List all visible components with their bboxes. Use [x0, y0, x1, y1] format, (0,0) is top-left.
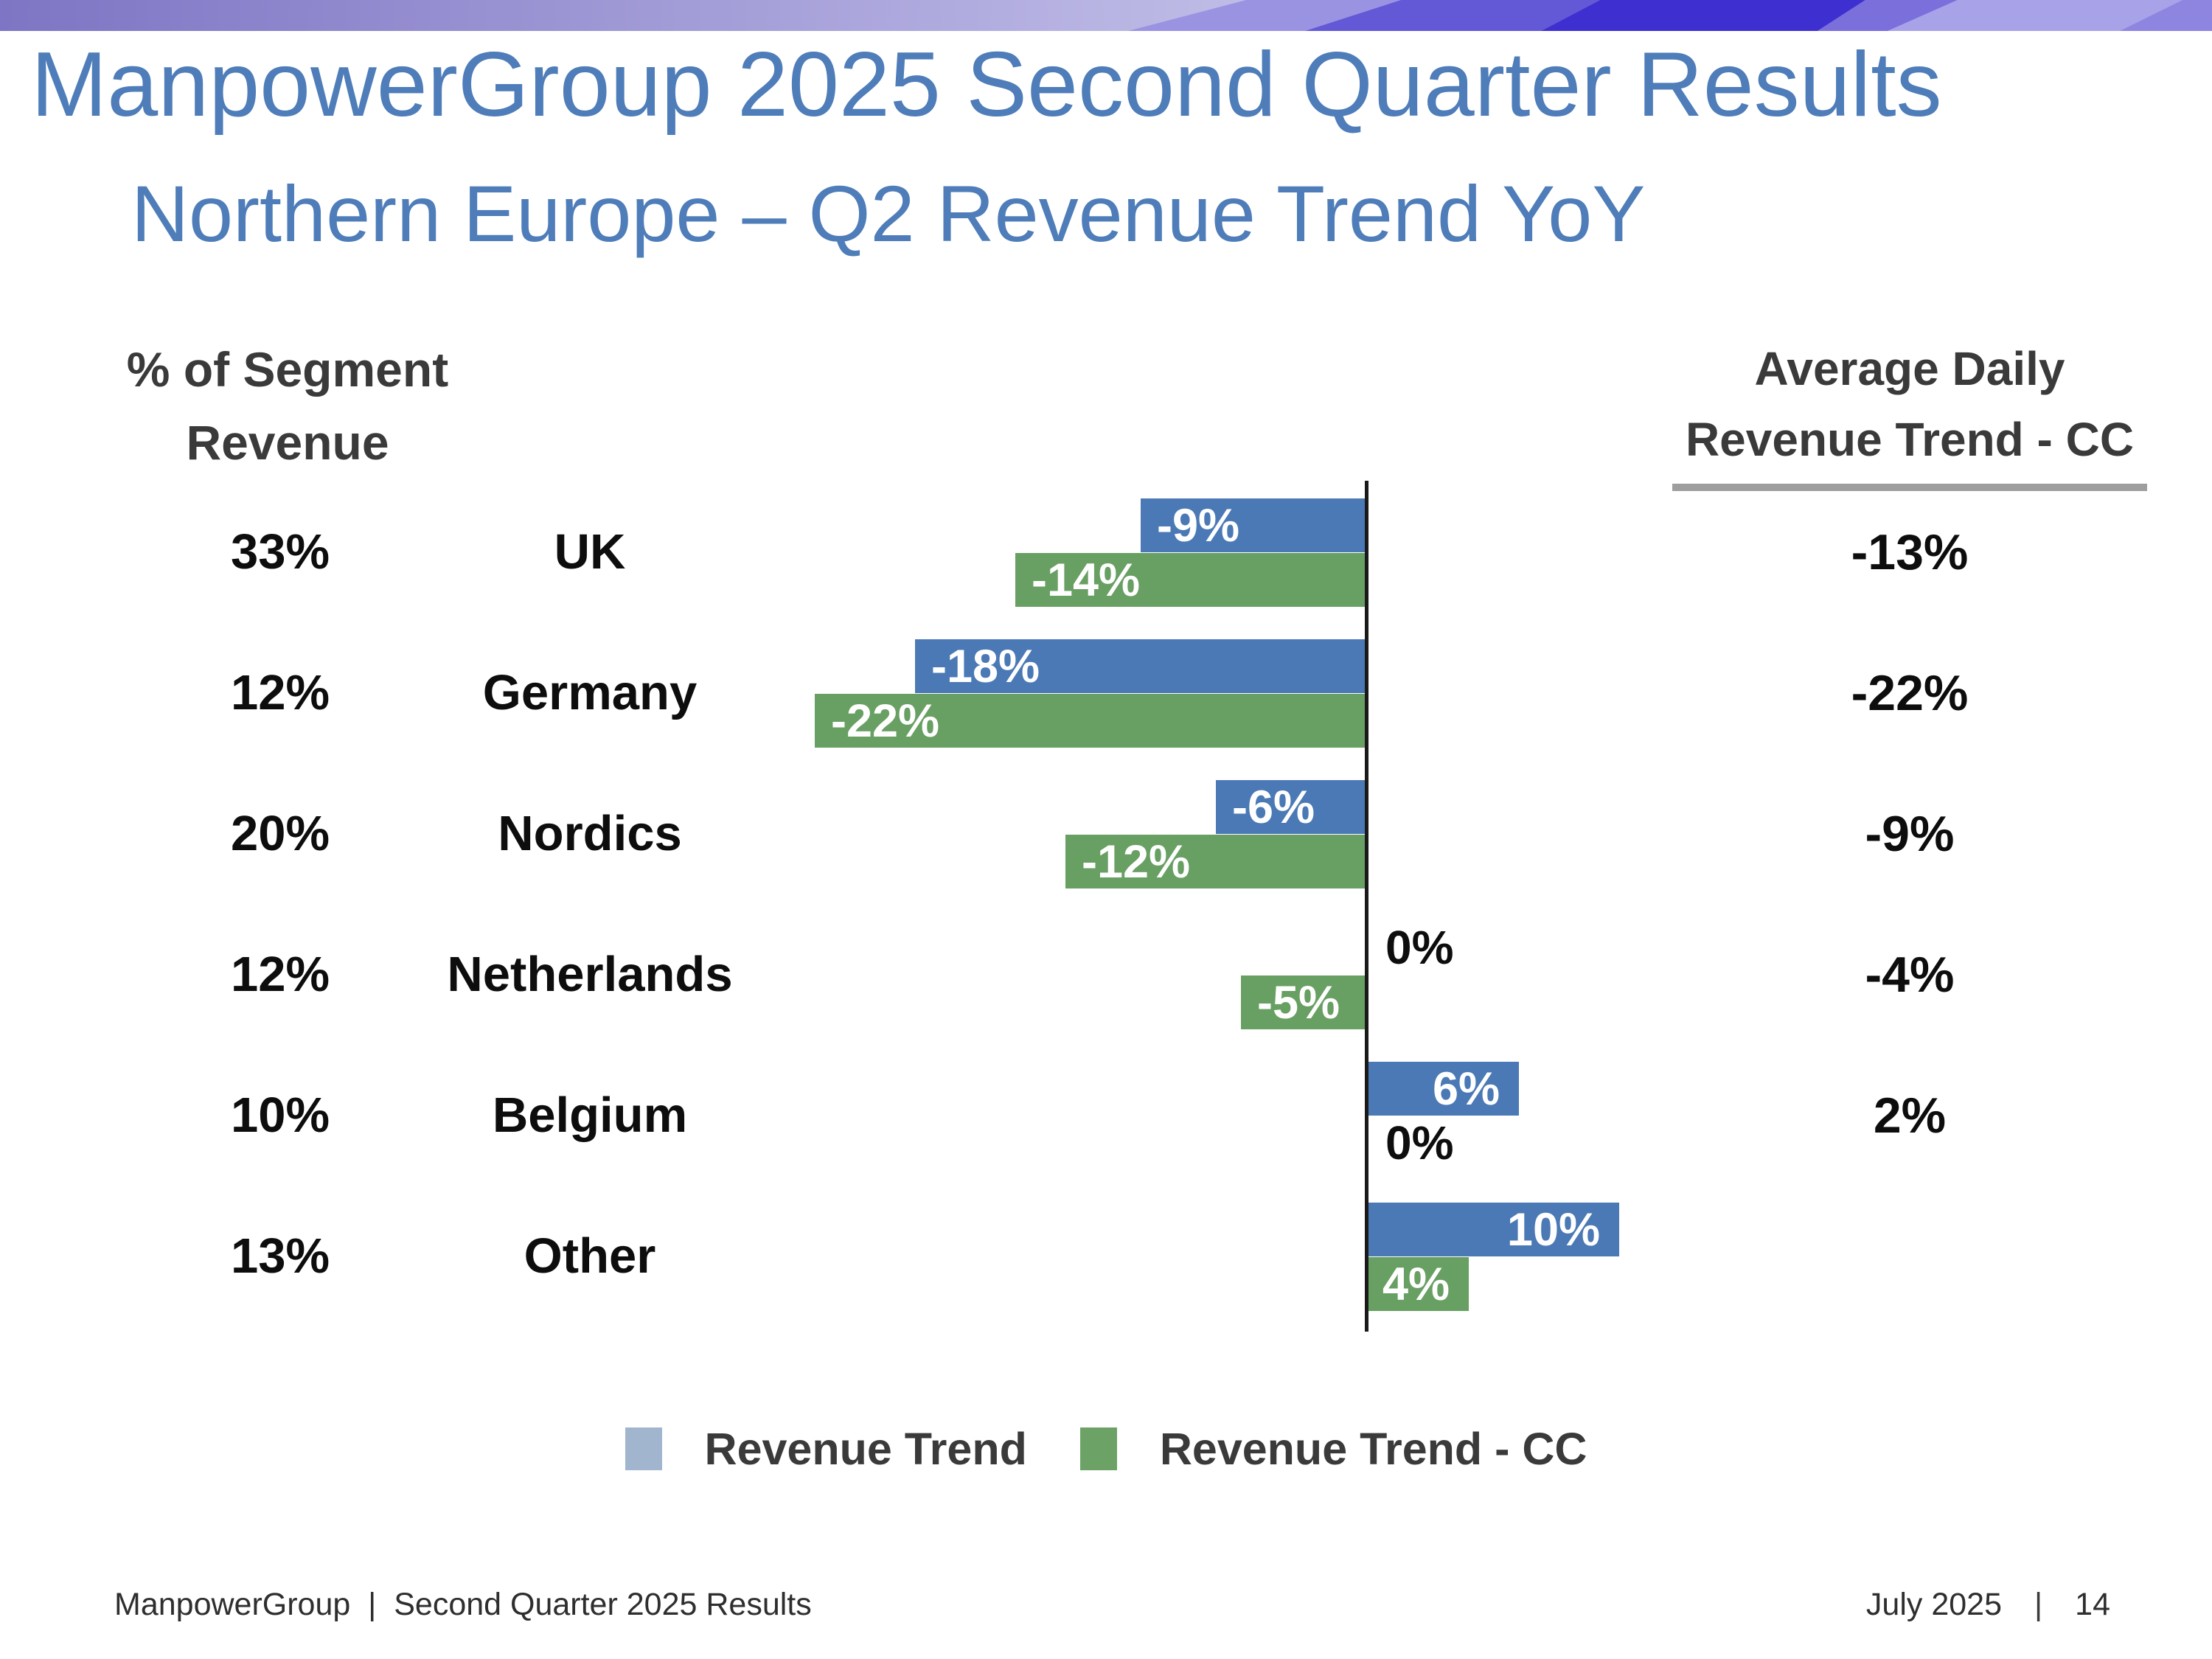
- legend-label: Revenue Trend: [704, 1424, 1027, 1474]
- segment-revenue-label: 13%: [230, 1228, 330, 1284]
- bar-value-label: -12%: [1082, 835, 1191, 888]
- footer-separator: |: [2034, 1587, 2043, 1622]
- bar-revenue-trend-cc: -14%: [1015, 553, 1366, 607]
- avg-daily-revenue-header-line1: Average Daily: [1754, 342, 2065, 395]
- bar-value-label: -5%: [1257, 976, 1340, 1029]
- segment-revenue-header-line1: % of Segment: [126, 342, 449, 397]
- footer-left-text: ManpowerGroup | Second Quarter 2025 Resu…: [114, 1587, 812, 1622]
- legend-swatch: [1079, 1427, 1117, 1470]
- legend-label: Revenue Trend - CC: [1159, 1424, 1587, 1474]
- legend-item-revenue-trend: Revenue Trend: [625, 1423, 1027, 1475]
- avg-daily-value: 2%: [1873, 1088, 1947, 1144]
- bar-revenue-trend: -18%: [915, 639, 1366, 693]
- bar-revenue-trend-cc: -12%: [1065, 835, 1366, 888]
- zero-value-label: 0%: [1385, 1116, 1454, 1169]
- bar-revenue-trend: -9%: [1141, 498, 1366, 552]
- category-label: Other: [524, 1228, 656, 1284]
- page-title: ManpowerGroup 2025 Second Quarter Result…: [31, 34, 1942, 136]
- segment-revenue-header-line2: Revenue: [186, 415, 389, 470]
- segment-revenue-header: % of Segment Revenue: [103, 333, 472, 479]
- banner-facet: [1541, 0, 1865, 31]
- banner-facet: [1818, 0, 1958, 31]
- segment-revenue-label: 10%: [230, 1088, 330, 1143]
- bar-value-label: -14%: [1032, 554, 1141, 606]
- zero-value-label: 0%: [1385, 921, 1454, 974]
- page-subtitle: Northern Europe – Q2 Revenue Trend YoY: [131, 169, 1646, 258]
- banner-facet: [1128, 0, 1401, 31]
- bar-revenue-trend-cc: -5%: [1241, 975, 1366, 1029]
- bar-revenue-trend: -6%: [1216, 780, 1366, 834]
- bar-value-label: 4%: [1382, 1258, 1450, 1310]
- bar-value-label: 6%: [1432, 1062, 1500, 1115]
- bar-value-label: -18%: [931, 640, 1040, 692]
- avg-daily-value: -4%: [1865, 947, 1955, 1003]
- banner-facet: [1888, 0, 2183, 31]
- banner: [0, 0, 2212, 31]
- segment-revenue-label: 33%: [230, 524, 330, 580]
- category-label: Nordics: [498, 806, 682, 861]
- banner-facet: [2120, 0, 2212, 31]
- bar-revenue-trend: 6%: [1368, 1062, 1519, 1116]
- legend-item-revenue-trend-cc: Revenue Trend - CC: [1079, 1423, 1587, 1475]
- bar-revenue-trend-cc: 4%: [1368, 1257, 1469, 1311]
- category-label: Netherlands: [447, 947, 733, 1002]
- bar-value-label: 10%: [1506, 1203, 1600, 1256]
- avg-daily-revenue-header-line2: Revenue Trend - CC: [1685, 413, 2135, 466]
- zero-axis-line: [1365, 481, 1368, 1332]
- segment-revenue-label: 12%: [230, 665, 330, 720]
- footer-right: July 2025 | 14: [1866, 1587, 2110, 1623]
- legend-swatch: [625, 1427, 662, 1470]
- bar-value-label: -22%: [831, 695, 940, 747]
- footer-date: July 2025: [1865, 1587, 2002, 1622]
- segment-revenue-label: 20%: [230, 806, 330, 861]
- avg-daily-value: -22%: [1851, 665, 1969, 721]
- bar-revenue-trend: 10%: [1368, 1203, 1619, 1256]
- avg-daily-value: -9%: [1865, 806, 1955, 862]
- bar-value-label: -9%: [1157, 499, 1240, 552]
- banner-facet: [1305, 0, 1600, 31]
- bar-value-label: -6%: [1232, 781, 1315, 833]
- avg-daily-revenue-header: Average Daily Revenue Trend - CC: [1672, 333, 2147, 491]
- segment-revenue-label: 12%: [230, 947, 330, 1002]
- category-label: Germany: [482, 665, 698, 720]
- chart-legend: Revenue Trend Revenue Trend - CC: [0, 1416, 2212, 1482]
- footer-page-number: 14: [2075, 1587, 2110, 1622]
- bar-revenue-trend-cc: -22%: [815, 694, 1366, 748]
- avg-daily-value: -13%: [1851, 524, 1969, 580]
- category-label: UK: [554, 524, 626, 580]
- category-label: Belgium: [492, 1088, 688, 1143]
